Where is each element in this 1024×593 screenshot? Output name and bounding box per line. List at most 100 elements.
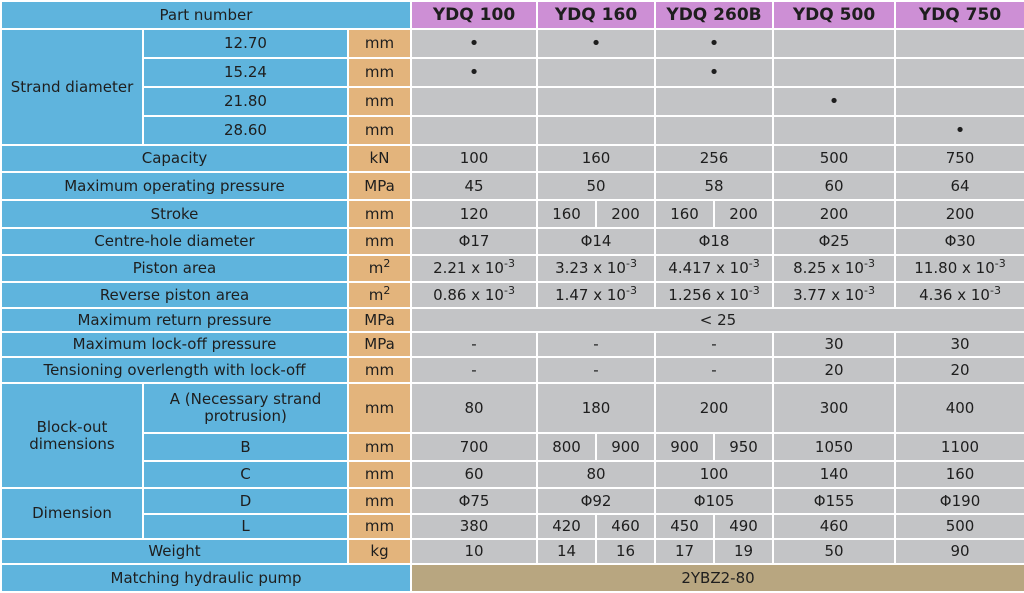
blockout-c-label: C [142, 460, 349, 489]
model-header-ydq500: YDQ 500 [772, 0, 897, 30]
blockout-a-line: protrusion) [204, 407, 287, 425]
dimension-d-row: Dimension D mm Φ75 Φ92 Φ105 Φ155 Φ190 [0, 487, 1024, 540]
value-cell: 80 [536, 460, 657, 489]
row-label: Matching hydraulic pump [0, 563, 413, 593]
value-cell: 64 [894, 171, 1024, 201]
bullet-cell: • [654, 28, 775, 59]
unit-cell: mm [346, 460, 413, 489]
bullet-cell: • [772, 86, 897, 117]
empty-cell [894, 28, 1024, 59]
value-cell: 300 [772, 382, 897, 434]
value-cell: 19 [713, 538, 775, 565]
blockout-a-line: A (Necessary strand [169, 390, 322, 408]
value-cell: Φ105 [654, 487, 775, 515]
bullet: • [468, 32, 480, 54]
value-cell: 1100 [894, 432, 1024, 462]
blockout-b-label: B [142, 432, 349, 462]
value-cell: 2.21 x 10-3 [410, 254, 539, 283]
value-cell: 8.25 x 10-3 [772, 254, 897, 283]
value-cell: 950 [713, 432, 775, 462]
unit-superscript: 2 [383, 257, 391, 270]
value-cell: 50 [536, 171, 657, 201]
unit-cell: kN [346, 144, 413, 173]
bullet-cell: • [654, 57, 775, 88]
unit-cell: m2 [346, 281, 413, 309]
value-cell: 58 [654, 171, 775, 201]
empty-cell [772, 115, 897, 146]
value-exponent: -3 [503, 283, 515, 297]
value-exponent: -3 [625, 257, 637, 270]
empty-cell [536, 57, 657, 88]
bullet-cell: • [410, 28, 539, 59]
bullet: • [590, 32, 602, 54]
value-base: 11.80 x 10 [914, 259, 995, 277]
value-cell: 160 [894, 460, 1024, 489]
reverse-piston-area-row: Reverse piston area m2 0.86 x 10-3 1.47 … [0, 281, 1024, 309]
strand-row-2: 15.24 mm • • [1, 57, 1024, 88]
dimension-label: Dimension [0, 487, 144, 540]
strand-row-1: Strand diameter 12.70 mm • • • [0, 28, 1024, 146]
value-cell: 200 [713, 199, 775, 229]
value-base: 3.77 x 10 [793, 285, 864, 304]
value-cell: 80 [410, 382, 539, 434]
empty-cell [536, 115, 657, 146]
strand-size: 15.24 [142, 57, 349, 88]
value-cell: 800 [536, 432, 598, 462]
unit-cell: MPa [346, 171, 413, 201]
empty-cell [772, 57, 897, 88]
bullet-cell: • [536, 28, 657, 59]
value-cell: 460 [772, 513, 897, 540]
value-base: 8.25 x 10 [793, 259, 864, 277]
value-cell: < 25 [410, 307, 1024, 333]
value-exponent: -3 [863, 257, 875, 270]
value-cell: Φ155 [772, 487, 897, 515]
value-cell: 1.47 x 10-3 [536, 281, 657, 309]
unit-cell: mm [346, 86, 413, 117]
strand-size: 12.70 [142, 28, 349, 59]
value-cell: 100 [654, 460, 775, 489]
unit-cell: mm [346, 115, 413, 146]
row-label: Centre-hole diameter [0, 227, 349, 256]
value-cell: 500 [772, 144, 897, 173]
value-cell: 14 [536, 538, 598, 565]
value-exponent: -3 [625, 283, 637, 297]
value-cell: 0.86 x 10-3 [410, 281, 539, 309]
value-base: 0.86 x 10 [433, 285, 504, 304]
unit-cell: mm [346, 513, 413, 540]
value-cell: Φ190 [894, 487, 1024, 515]
lockoff-pressure-row: Maximum lock-off pressure MPa - - - 30 3… [0, 331, 1024, 358]
bullet: • [828, 90, 840, 112]
bullet: • [954, 119, 966, 141]
value-cell: 60 [410, 460, 539, 489]
strand-row-3: 21.80 mm • [1, 86, 1024, 117]
unit-cell: MPa [346, 307, 413, 333]
value-cell: Φ14 [536, 227, 657, 256]
value-exponent: -3 [748, 283, 760, 297]
value-cell: 380 [410, 513, 539, 540]
value-base: 4.36 x 10 [919, 285, 990, 304]
weight-row: Weight kg 10 14 16 17 19 50 90 [0, 538, 1024, 565]
unit-cell: mm [346, 57, 413, 88]
value-cell: 256 [654, 144, 775, 173]
empty-cell [772, 28, 897, 59]
value-exponent: -3 [863, 283, 875, 297]
value-cell: - [536, 356, 657, 384]
unit-cell: mm [346, 487, 413, 515]
value-cell: 180 [536, 382, 657, 434]
value-exponent: -3 [994, 257, 1006, 270]
bullet-cell: • [410, 57, 539, 88]
value-cell: 900 [654, 432, 716, 462]
return-pressure-row: Maximum return pressure MPa < 25 [0, 307, 1024, 333]
value-cell: 20 [772, 356, 897, 384]
value-cell: 500 [894, 513, 1024, 540]
value-cell: - [654, 356, 775, 384]
blockout-label-line: Block-out [36, 417, 108, 436]
strand-row-4: 28.60 mm • [1, 115, 1024, 146]
value-cell: 60 [772, 171, 897, 201]
value-cell: 3.23 x 10-3 [536, 254, 657, 283]
unit-cell: mm [346, 28, 413, 59]
row-label: Piston area [0, 254, 349, 283]
value-cell: 750 [894, 144, 1024, 173]
empty-cell [536, 86, 657, 117]
value-cell: Φ25 [772, 227, 897, 256]
